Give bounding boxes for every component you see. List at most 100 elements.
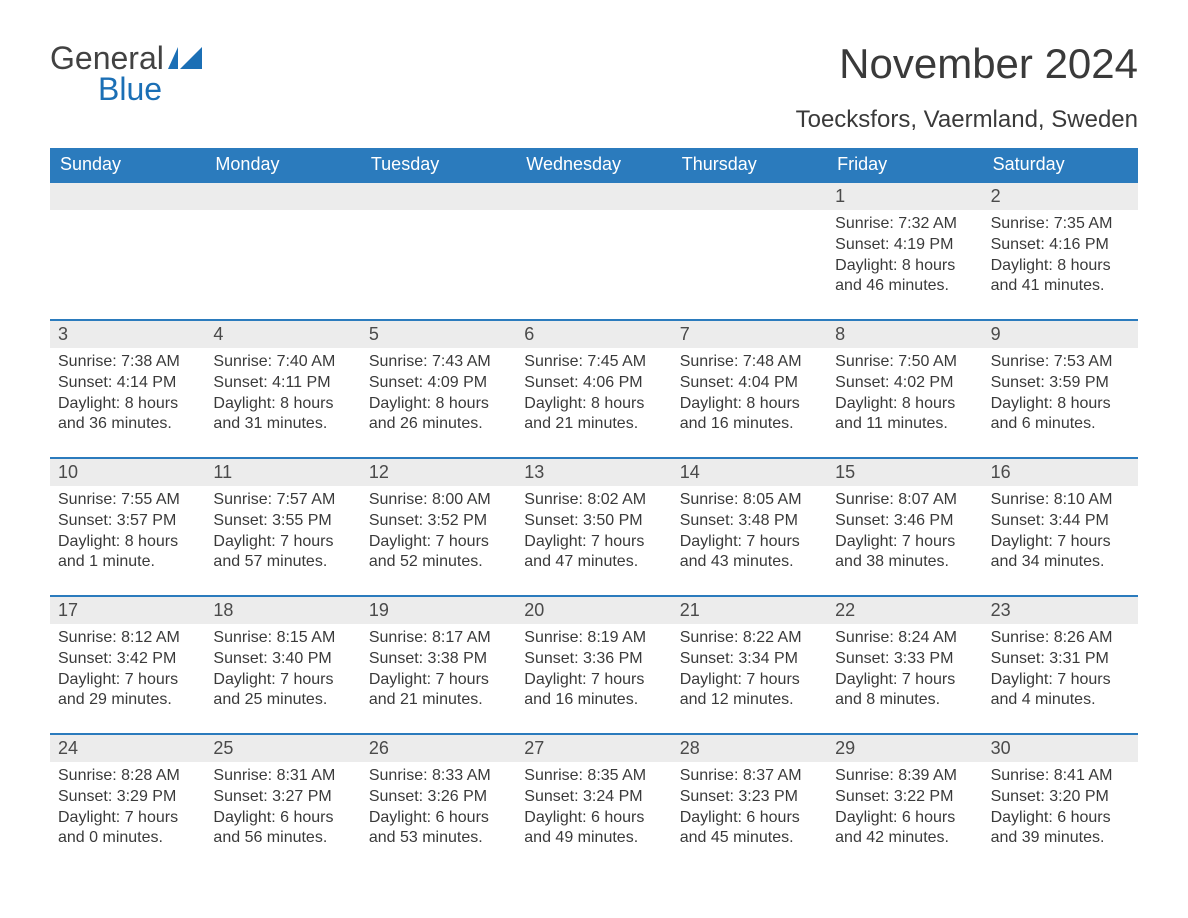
day-body: Sunrise: 8:24 AMSunset: 3:33 PMDaylight:… [827, 624, 982, 721]
day-cell: 5Sunrise: 7:43 AMSunset: 4:09 PMDaylight… [361, 319, 516, 457]
day-cell [361, 181, 516, 319]
day-number: 1 [827, 181, 982, 210]
empty-daynum [50, 181, 205, 210]
day-cell: 4Sunrise: 7:40 AMSunset: 4:11 PMDaylight… [205, 319, 360, 457]
day-body: Sunrise: 8:22 AMSunset: 3:34 PMDaylight:… [672, 624, 827, 721]
daylight-line-2: and 41 minutes. [991, 276, 1130, 297]
day-cell: 29Sunrise: 8:39 AMSunset: 3:22 PMDayligh… [827, 733, 982, 871]
sunrise-line: Sunrise: 8:26 AM [991, 628, 1130, 649]
sunrise-line: Sunrise: 8:15 AM [213, 628, 352, 649]
day-cell [672, 181, 827, 319]
day-body: Sunrise: 7:38 AMSunset: 4:14 PMDaylight:… [50, 348, 205, 445]
sunrise-line: Sunrise: 8:19 AM [524, 628, 663, 649]
day-body: Sunrise: 7:57 AMSunset: 3:55 PMDaylight:… [205, 486, 360, 583]
daylight-line-1: Daylight: 7 hours [835, 670, 974, 691]
sunrise-line: Sunrise: 8:22 AM [680, 628, 819, 649]
day-number: 29 [827, 733, 982, 762]
sunset-line: Sunset: 3:50 PM [524, 511, 663, 532]
sunrise-line: Sunrise: 7:57 AM [213, 490, 352, 511]
sunrise-line: Sunrise: 7:43 AM [369, 352, 508, 373]
day-number: 13 [516, 457, 671, 486]
daylight-line-2: and 52 minutes. [369, 552, 508, 573]
sunset-line: Sunset: 4:06 PM [524, 373, 663, 394]
flag-icon [168, 47, 202, 74]
day-body: Sunrise: 8:35 AMSunset: 3:24 PMDaylight:… [516, 762, 671, 859]
sunrise-line: Sunrise: 8:41 AM [991, 766, 1130, 787]
day-cell: 7Sunrise: 7:48 AMSunset: 4:04 PMDaylight… [672, 319, 827, 457]
day-number: 6 [516, 319, 671, 348]
dow-saturday: Saturday [983, 148, 1138, 181]
day-body: Sunrise: 8:33 AMSunset: 3:26 PMDaylight:… [361, 762, 516, 859]
daylight-line-1: Daylight: 7 hours [524, 670, 663, 691]
day-cell: 26Sunrise: 8:33 AMSunset: 3:26 PMDayligh… [361, 733, 516, 871]
sunrise-line: Sunrise: 7:45 AM [524, 352, 663, 373]
empty-daynum [516, 181, 671, 210]
day-cell: 20Sunrise: 8:19 AMSunset: 3:36 PMDayligh… [516, 595, 671, 733]
sunset-line: Sunset: 3:33 PM [835, 649, 974, 670]
sunset-line: Sunset: 3:38 PM [369, 649, 508, 670]
sunrise-line: Sunrise: 8:28 AM [58, 766, 197, 787]
dow-tuesday: Tuesday [361, 148, 516, 181]
day-cell: 27Sunrise: 8:35 AMSunset: 3:24 PMDayligh… [516, 733, 671, 871]
week-row: 1Sunrise: 7:32 AMSunset: 4:19 PMDaylight… [50, 181, 1138, 319]
daylight-line-2: and 39 minutes. [991, 828, 1130, 849]
day-cell: 30Sunrise: 8:41 AMSunset: 3:20 PMDayligh… [983, 733, 1138, 871]
daylight-line-2: and 38 minutes. [835, 552, 974, 573]
day-body: Sunrise: 8:19 AMSunset: 3:36 PMDaylight:… [516, 624, 671, 721]
day-number: 14 [672, 457, 827, 486]
sunrise-line: Sunrise: 7:32 AM [835, 214, 974, 235]
day-cell: 21Sunrise: 8:22 AMSunset: 3:34 PMDayligh… [672, 595, 827, 733]
daylight-line-2: and 53 minutes. [369, 828, 508, 849]
daylight-line-2: and 6 minutes. [991, 414, 1130, 435]
daylight-line-2: and 31 minutes. [213, 414, 352, 435]
sunset-line: Sunset: 3:55 PM [213, 511, 352, 532]
dow-monday: Monday [205, 148, 360, 181]
day-body: Sunrise: 8:17 AMSunset: 3:38 PMDaylight:… [361, 624, 516, 721]
daylight-line-1: Daylight: 7 hours [58, 808, 197, 829]
header: General Blue November 2024 Toecksfors, V… [50, 40, 1138, 134]
day-cell [516, 181, 671, 319]
day-cell: 11Sunrise: 7:57 AMSunset: 3:55 PMDayligh… [205, 457, 360, 595]
sunset-line: Sunset: 3:29 PM [58, 787, 197, 808]
day-cell: 8Sunrise: 7:50 AMSunset: 4:02 PMDaylight… [827, 319, 982, 457]
sunset-line: Sunset: 4:04 PM [680, 373, 819, 394]
daylight-line-2: and 45 minutes. [680, 828, 819, 849]
daylight-line-2: and 29 minutes. [58, 690, 197, 711]
day-cell [205, 181, 360, 319]
daylight-line-1: Daylight: 6 hours [835, 808, 974, 829]
day-body: Sunrise: 7:43 AMSunset: 4:09 PMDaylight:… [361, 348, 516, 445]
sunset-line: Sunset: 4:11 PM [213, 373, 352, 394]
daylight-line-2: and 43 minutes. [680, 552, 819, 573]
sunrise-line: Sunrise: 8:12 AM [58, 628, 197, 649]
dow-thursday: Thursday [672, 148, 827, 181]
day-number: 26 [361, 733, 516, 762]
empty-daynum [672, 181, 827, 210]
day-number: 4 [205, 319, 360, 348]
daylight-line-2: and 46 minutes. [835, 276, 974, 297]
sunrise-line: Sunrise: 7:50 AM [835, 352, 974, 373]
sunset-line: Sunset: 3:52 PM [369, 511, 508, 532]
sunrise-line: Sunrise: 7:38 AM [58, 352, 197, 373]
sunrise-line: Sunrise: 8:24 AM [835, 628, 974, 649]
day-body: Sunrise: 7:53 AMSunset: 3:59 PMDaylight:… [983, 348, 1138, 445]
day-number: 18 [205, 595, 360, 624]
daylight-line-2: and 49 minutes. [524, 828, 663, 849]
sunset-line: Sunset: 4:14 PM [58, 373, 197, 394]
calendar: Sunday Monday Tuesday Wednesday Thursday… [50, 148, 1138, 871]
sunrise-line: Sunrise: 7:35 AM [991, 214, 1130, 235]
day-body: Sunrise: 7:45 AMSunset: 4:06 PMDaylight:… [516, 348, 671, 445]
day-number: 23 [983, 595, 1138, 624]
daylight-line-2: and 0 minutes. [58, 828, 197, 849]
day-body: Sunrise: 8:28 AMSunset: 3:29 PMDaylight:… [50, 762, 205, 859]
daylight-line-2: and 21 minutes. [524, 414, 663, 435]
daylight-line-1: Daylight: 7 hours [835, 532, 974, 553]
sunset-line: Sunset: 3:36 PM [524, 649, 663, 670]
daylight-line-1: Daylight: 8 hours [524, 394, 663, 415]
daylight-line-1: Daylight: 8 hours [213, 394, 352, 415]
day-body: Sunrise: 8:12 AMSunset: 3:42 PMDaylight:… [50, 624, 205, 721]
daylight-line-2: and 21 minutes. [369, 690, 508, 711]
day-body: Sunrise: 7:35 AMSunset: 4:16 PMDaylight:… [983, 210, 1138, 307]
day-number: 25 [205, 733, 360, 762]
daylight-line-2: and 36 minutes. [58, 414, 197, 435]
sunset-line: Sunset: 3:26 PM [369, 787, 508, 808]
